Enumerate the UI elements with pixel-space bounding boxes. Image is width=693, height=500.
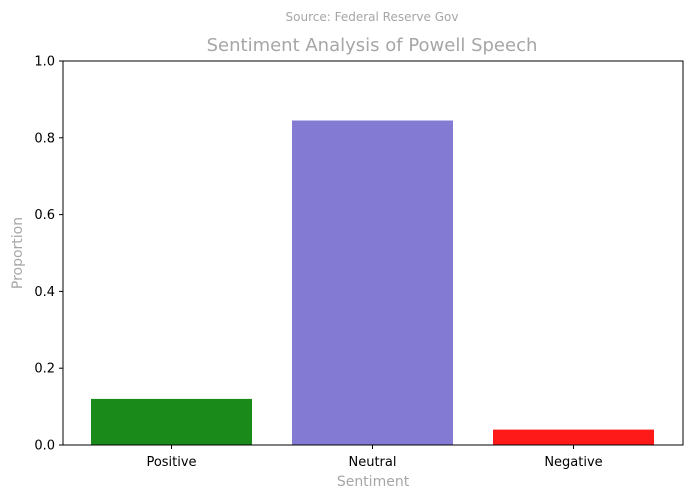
bars-group <box>91 120 654 445</box>
plot-frame <box>62 60 684 446</box>
chart-title: Sentiment Analysis of Powell Speech <box>207 35 538 56</box>
x-tick-label: Neutral <box>349 455 397 470</box>
bar-negative <box>493 429 654 445</box>
bar-neutral <box>292 120 453 445</box>
y-tick-label: 1.0 <box>34 55 55 70</box>
y-tick-label: 0.2 <box>34 362 55 377</box>
x-axis-ticks: Positive Neutral Negative <box>146 445 603 470</box>
y-tick-label: 0.6 <box>34 208 55 223</box>
x-tick-label: Positive <box>146 455 196 470</box>
x-tick-label: Negative <box>544 455 602 470</box>
y-tick-label: 0.0 <box>34 439 55 454</box>
y-axis-label: Proportion <box>10 217 26 289</box>
y-tick-label: 0.4 <box>34 285 55 300</box>
chart-source: Source: Federal Reserve Gov <box>286 10 459 24</box>
x-axis-label: Sentiment <box>337 474 410 490</box>
y-tick-label: 0.8 <box>34 131 55 146</box>
bar-positive <box>91 398 252 445</box>
y-axis-ticks: 0.0 0.2 0.4 0.6 0.8 1.0 <box>34 55 63 454</box>
